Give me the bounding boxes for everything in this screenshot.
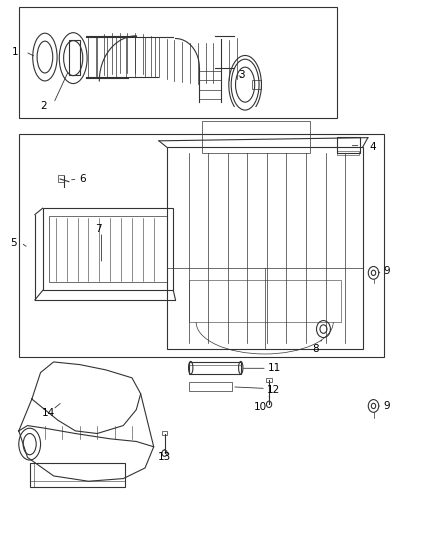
- Bar: [188, 362, 241, 374]
- Bar: [188, 382, 232, 391]
- Text: 3: 3: [239, 70, 245, 79]
- Bar: [266, 378, 272, 382]
- Bar: [337, 151, 359, 155]
- Bar: [188, 280, 341, 322]
- Text: 8: 8: [313, 344, 319, 354]
- Bar: [201, 120, 311, 152]
- Text: 9: 9: [384, 401, 390, 411]
- Text: 13: 13: [158, 453, 171, 463]
- Bar: [43, 208, 173, 290]
- Bar: [336, 136, 360, 152]
- Bar: [252, 80, 261, 89]
- Text: 14: 14: [42, 408, 55, 418]
- Bar: [19, 134, 385, 357]
- Bar: [162, 431, 167, 435]
- Text: 6: 6: [79, 174, 85, 184]
- Bar: [30, 463, 125, 487]
- Text: 11: 11: [268, 364, 281, 373]
- Text: 2: 2: [41, 101, 47, 111]
- Text: 9: 9: [384, 266, 390, 276]
- Text: 10: 10: [254, 402, 267, 412]
- Text: 5: 5: [10, 238, 17, 248]
- Bar: [49, 216, 167, 282]
- Text: 7: 7: [95, 224, 102, 235]
- Text: 1: 1: [12, 47, 19, 56]
- Bar: [167, 147, 363, 349]
- Bar: [69, 40, 80, 75]
- Text: 12: 12: [267, 384, 280, 394]
- Bar: [19, 7, 336, 118]
- Text: 4: 4: [369, 142, 376, 152]
- Bar: [58, 175, 64, 182]
